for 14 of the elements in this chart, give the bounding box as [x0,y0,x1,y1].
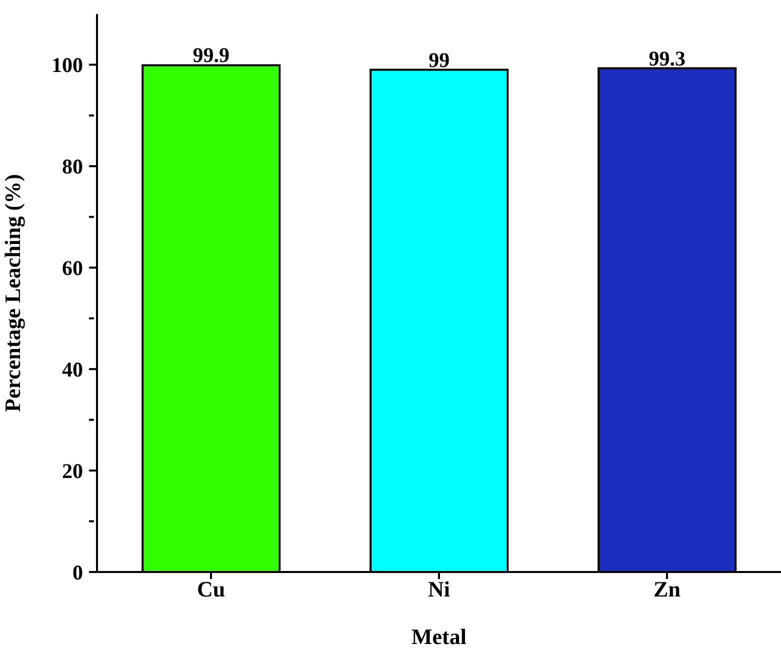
y-tick-label: 0 [72,560,83,584]
y-tick-label: 100 [52,53,83,78]
x-tick-label: Ni [428,576,450,602]
data-label: 99 [428,48,450,72]
data-label: 99.9 [192,43,230,68]
data-label: 99.3 [648,46,686,70]
y-tick-label: 40 [62,357,83,382]
x-tick-label: Cu [196,576,226,602]
x-axis-title: Metal [412,624,466,648]
y-tick-label: 60 [62,256,83,280]
y-tick-label: 80 [62,154,83,179]
y-tick-label: 20 [62,458,83,483]
x-tick-label: Zn [654,576,680,602]
y-axis-title: Percentage Leaching (%) [0,174,25,412]
